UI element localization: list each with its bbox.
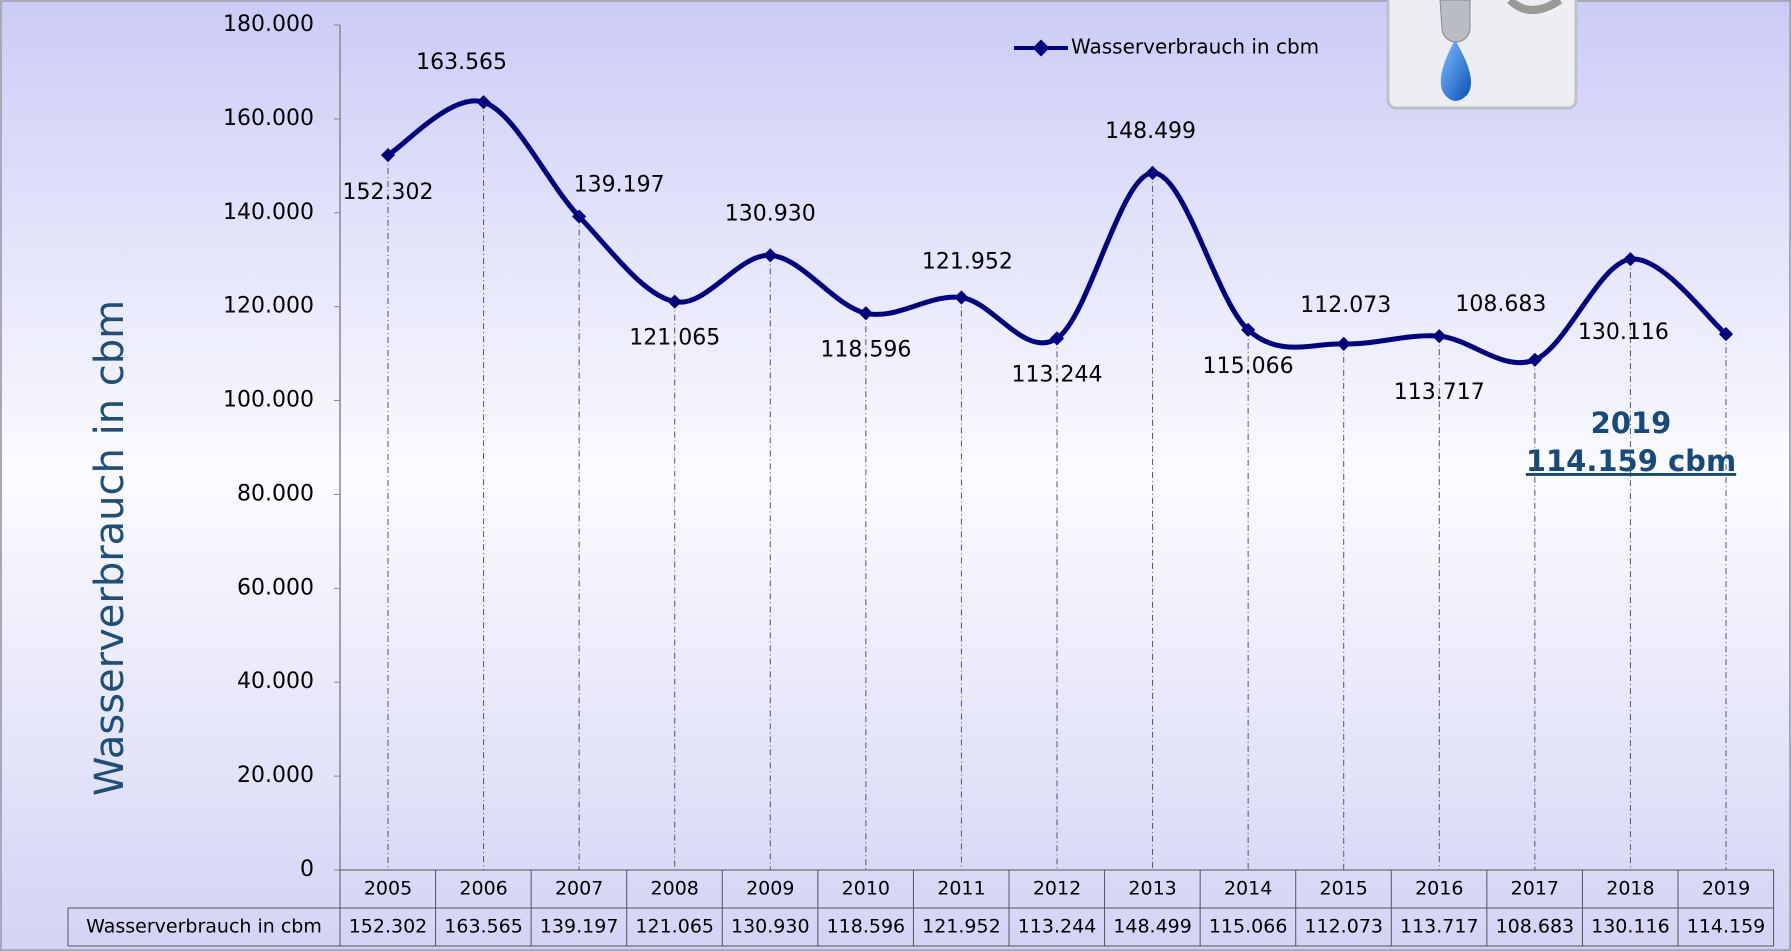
table-cell: 113.244 bbox=[1018, 916, 1097, 938]
data-label: 108.683 bbox=[1455, 292, 1546, 317]
y-tick-label: 20.000 bbox=[237, 763, 314, 788]
data-label: 121.952 bbox=[922, 250, 1013, 275]
x-tick-label: 2009 bbox=[746, 878, 794, 900]
x-tick-label: 2010 bbox=[842, 878, 890, 900]
data-label: 130.116 bbox=[1578, 320, 1669, 345]
marker bbox=[763, 248, 778, 263]
table-cell: 114.159 bbox=[1687, 916, 1766, 938]
y-axis-title: Wasserverbrauch in cbm bbox=[87, 300, 133, 796]
x-tick-label: 2013 bbox=[1128, 878, 1176, 900]
marker bbox=[1718, 327, 1734, 342]
table-cell: 121.065 bbox=[635, 916, 714, 938]
marker bbox=[1145, 165, 1160, 180]
data-label: 148.499 bbox=[1105, 119, 1196, 144]
marker bbox=[1623, 252, 1638, 267]
x-tick-label: 2005 bbox=[364, 878, 412, 900]
data-label: 118.596 bbox=[820, 337, 911, 362]
data-label: 152.302 bbox=[343, 180, 434, 205]
x-tick-label: 2007 bbox=[555, 878, 603, 900]
table-cell: 148.499 bbox=[1113, 916, 1192, 938]
x-tick-label: 2011 bbox=[937, 878, 985, 900]
table-row-header: Wasserverbrauch in cbm bbox=[86, 916, 322, 938]
table-cell: 139.197 bbox=[540, 916, 619, 938]
x-tick-label: 2016 bbox=[1415, 878, 1463, 900]
y-tick-label: 160.000 bbox=[223, 106, 314, 131]
x-tick-label: 2017 bbox=[1511, 878, 1559, 900]
table-cell: 112.073 bbox=[1304, 916, 1383, 938]
marker bbox=[380, 147, 396, 163]
y-tick-label: 40.000 bbox=[237, 669, 314, 694]
table-cell: 118.596 bbox=[827, 916, 906, 938]
y-tick-label: 100.000 bbox=[223, 388, 314, 413]
data-label: 115.066 bbox=[1203, 354, 1294, 379]
annotation-year: 2019 bbox=[1591, 406, 1672, 440]
x-tick-label: 2008 bbox=[651, 878, 699, 900]
y-tick-label: 140.000 bbox=[223, 200, 314, 225]
data-label: 139.197 bbox=[574, 173, 665, 198]
x-tick-label: 2012 bbox=[1033, 878, 1081, 900]
marker bbox=[1432, 329, 1447, 344]
marker bbox=[1241, 322, 1256, 337]
marker bbox=[667, 294, 682, 309]
table-cell: 152.302 bbox=[349, 916, 428, 938]
x-tick-label: 2018 bbox=[1606, 878, 1654, 900]
y-tick-label: 60.000 bbox=[237, 575, 314, 600]
y-tick-label: 120.000 bbox=[223, 294, 314, 319]
data-label: 163.565 bbox=[416, 50, 507, 75]
x-tick-label: 2019 bbox=[1702, 878, 1750, 900]
y-tick-label: 180.000 bbox=[223, 12, 314, 37]
faucet-icon bbox=[1386, 0, 1578, 110]
x-tick-label: 2006 bbox=[459, 878, 507, 900]
data-label: 112.073 bbox=[1300, 293, 1391, 318]
marker bbox=[858, 306, 873, 321]
x-tick-label: 2015 bbox=[1320, 878, 1368, 900]
marker bbox=[1336, 336, 1351, 351]
table-cell: 130.116 bbox=[1591, 916, 1670, 938]
y-tick-label: 80.000 bbox=[237, 481, 314, 506]
data-label: 113.244 bbox=[1012, 362, 1103, 387]
data-label: 113.717 bbox=[1394, 380, 1485, 405]
legend-label: Wasserverbrauch in cbm bbox=[1071, 35, 1319, 59]
marker bbox=[572, 209, 587, 224]
table-cell: 108.683 bbox=[1496, 916, 1575, 938]
data-label: 130.930 bbox=[725, 201, 816, 226]
table-cell: 121.952 bbox=[922, 916, 1001, 938]
table-cell: 163.565 bbox=[444, 916, 523, 938]
annotation-value: 114.159 cbm bbox=[1526, 444, 1736, 478]
marker bbox=[954, 290, 969, 305]
table-cell: 115.066 bbox=[1209, 916, 1288, 938]
y-tick-label: 0 bbox=[300, 857, 314, 882]
table-cell: 113.717 bbox=[1400, 916, 1479, 938]
data-label: 121.065 bbox=[629, 326, 720, 351]
marker bbox=[1049, 331, 1065, 346]
table-cell: 130.930 bbox=[731, 916, 810, 938]
x-tick-label: 2014 bbox=[1224, 878, 1272, 900]
marker bbox=[1527, 352, 1542, 367]
